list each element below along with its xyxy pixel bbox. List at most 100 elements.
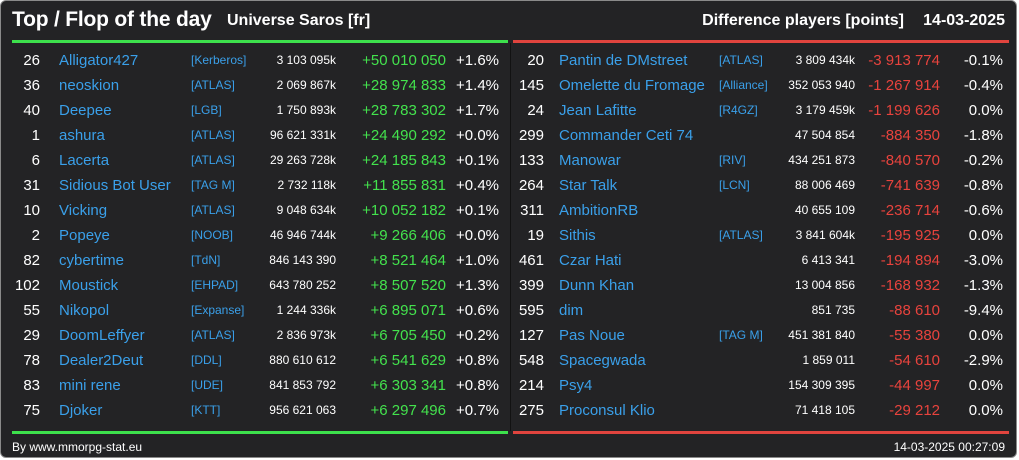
player-name-link[interactable]: DoomLeffyer [59,327,145,344]
player-name-link[interactable]: Psy4 [559,377,593,394]
delta-cell: +6 303 341 [370,377,447,394]
percent-cell: 0.0% [968,227,1003,244]
player-name-link[interactable]: Moustick [59,277,119,294]
player-name-link[interactable]: Jean Lafitte [559,102,637,119]
top-player-row: 26 Alligator427 [Kerberos] 3 103 095k +50 01… [12,48,508,73]
alliance-tag-link[interactable]: [UDE] [191,378,224,392]
points-cell: 2 836 973k [276,328,336,342]
rank-cell: 2 [31,227,40,244]
alliance-tag-link[interactable]: [ATLAS] [191,78,235,92]
rank-cell: 214 [518,377,544,394]
player-name-link[interactable]: Czar Hati [559,252,622,269]
rank-cell: 75 [23,402,40,419]
percent-cell: -3.0% [963,252,1003,269]
player-name-link[interactable]: Pantin de DMstreet [559,52,688,69]
player-name-link[interactable]: neoskion [59,77,120,94]
top-player-row: 75 Djoker [KTT] 956 621 063 +6 297 496 +0.7% [12,398,508,423]
alliance-tag-link[interactable]: [Alliance] [719,78,768,92]
column-separator [510,43,511,431]
delta-cell: +28 974 833 [362,77,446,94]
alliance-tag-link[interactable]: [LCN] [719,178,750,192]
flop-player-row: 264 Star Talk [LCN] 88 006 469 -741 639 -0.8% [513,173,1009,198]
player-name-link[interactable]: Alligator427 [59,52,139,69]
player-name-link[interactable]: Manowar [559,152,621,169]
percent-cell: -0.6% [963,202,1003,219]
player-name-link[interactable]: dim [559,302,584,319]
alliance-tag-link[interactable]: [R4GZ] [719,103,758,117]
delta-cell: +6 297 496 [370,402,447,419]
rank-cell: 20 [527,52,544,69]
alliance-tag-link[interactable]: [RIV] [719,153,746,167]
player-name-link[interactable]: AmbitionRB [559,202,639,219]
percent-cell: +1.4% [456,77,499,94]
alliance-tag-link[interactable]: [KTT] [191,403,221,417]
percent-cell: 0.0% [968,327,1003,344]
delta-cell: -88 610 [889,302,940,319]
rank-cell: 102 [14,277,40,294]
points-cell: 1 859 011 [802,353,856,367]
player-name-link[interactable]: Dealer2Deut [59,352,144,369]
player-name-link[interactable]: Deepee [59,102,112,119]
flop-player-row: 24 Jean Lafitte [R4GZ] 3 179 459k -1 199 626… [513,98,1009,123]
rank-cell: 145 [518,77,544,94]
player-name-link[interactable]: Star Talk [559,177,618,194]
percent-cell: +0.8% [456,377,499,394]
points-cell: 880 610 612 [269,353,336,367]
alliance-tag-link[interactable]: [TdN] [191,253,221,267]
player-name-link[interactable]: mini rene [59,377,121,394]
delta-cell: +6 705 450 [370,327,447,344]
alliance-tag-link[interactable]: [Expanse] [191,303,245,317]
percent-cell: -2.9% [963,352,1003,369]
points-cell: 3 179 459k [795,103,855,117]
points-cell: 13 004 856 [794,278,855,292]
alliance-tag-link[interactable]: [EHPAD] [191,278,239,292]
points-cell: 1 750 893k [276,103,336,117]
alliance-tag-link[interactable]: [ATLAS] [191,328,235,342]
percent-cell: +1.6% [456,52,499,69]
points-cell: 71 418 105 [794,403,855,417]
points-cell: 96 621 331k [269,128,336,142]
alliance-tag-link[interactable]: [NOOB] [191,228,234,242]
points-cell: 6 413 341 [801,253,855,267]
alliance-tag-link[interactable]: [TAG M] [191,178,235,192]
player-name-link[interactable]: Sidious Bot User [59,177,171,194]
player-name-link[interactable]: Popeye [59,227,110,244]
flop-player-row: 595 dim 851 735 -88 610 -9.4% [513,298,1009,323]
player-name-link[interactable]: Commander Ceti 74 [559,127,694,144]
flop-player-row: 275 Proconsul Klio 71 418 105 -29 212 0.0% [513,398,1009,423]
player-name-link[interactable]: Pas Noue [559,327,625,344]
alliance-tag-link[interactable]: [ATLAS] [719,228,763,242]
alliance-tag-link[interactable]: [LGB] [191,103,222,117]
player-name-link[interactable]: Lacerta [59,152,110,169]
top-player-row: 29 DoomLeffyer [ATLAS] 2 836 973k +6 705 450… [12,323,508,348]
player-name-link[interactable]: Djoker [59,402,103,419]
alliance-tag-link[interactable]: [Kerberos] [191,53,247,67]
flop-player-row: 133 Manowar [RIV] 434 251 873 -840 570 -0.2% [513,148,1009,173]
player-name-link[interactable]: Dunn Khan [559,277,635,294]
player-name-link[interactable]: Omelette du Fromage [559,77,705,94]
alliance-tag-link[interactable]: [DDL] [191,353,222,367]
alliance-tag-link[interactable]: [TAG M] [719,328,763,342]
points-cell: 29 263 728k [269,153,336,167]
player-name-link[interactable]: cybertime [59,252,125,269]
player-name-link[interactable]: Vicking [59,202,108,219]
rank-cell: 19 [527,227,544,244]
alliance-tag-link[interactable]: [ATLAS] [191,153,235,167]
rank-cell: 133 [518,152,544,169]
flop-player-row: 299 Commander Ceti 74 47 504 854 -884 350 -1… [513,123,1009,148]
points-cell: 46 946 744k [269,228,336,242]
player-name-link[interactable]: Sithis [559,227,596,244]
points-cell: 2 069 867k [276,78,336,92]
alliance-tag-link[interactable]: [ATLAS] [719,53,763,67]
rank-cell: 595 [518,302,544,319]
player-name-link[interactable]: ashura [59,127,105,144]
alliance-tag-link[interactable]: [ATLAS] [191,128,235,142]
player-name-link[interactable]: Nikopol [59,302,110,319]
top-player-row: 31 Sidious Bot User [TAG M] 2 732 118k +11 8… [12,173,508,198]
alliance-tag-link[interactable]: [ATLAS] [191,203,235,217]
player-name-link[interactable]: Proconsul Klio [559,402,655,419]
player-name-link[interactable]: Spacegwada [559,352,646,369]
flop-player-row: 145 Omelette du Fromage [Alliance] 352 053 … [513,73,1009,98]
delta-cell: +24 490 292 [362,127,446,144]
percent-cell: +0.0% [456,227,499,244]
